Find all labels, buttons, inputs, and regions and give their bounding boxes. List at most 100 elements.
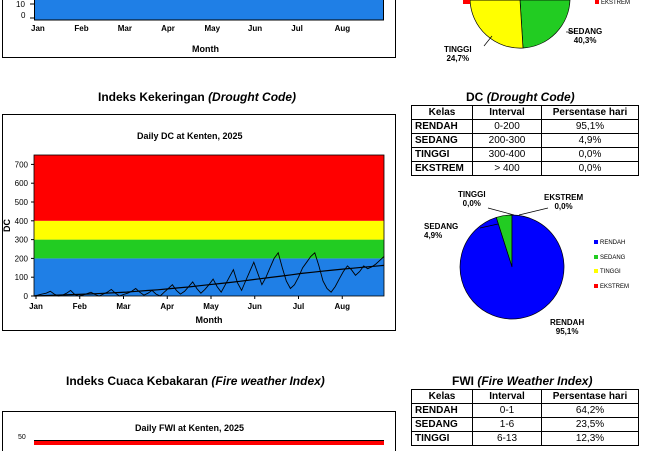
legend-swatch-yellow: [594, 269, 598, 274]
dc-table-title: DC (Drought Code): [466, 90, 575, 104]
top-pie-label-tinggi: TINGGI 24,7%: [444, 45, 472, 63]
fwi-row-kelas: RENDAH: [411, 403, 473, 418]
x-tick-label: Aug: [334, 24, 351, 33]
x-tick-label: Mar: [116, 302, 130, 311]
legend-label: EKSTREM: [600, 284, 630, 290]
x-tick-label: Feb: [74, 24, 89, 33]
legend-item: EKSTREM: [594, 283, 629, 291]
dc-th-kelas: Kelas: [411, 105, 473, 120]
legend-item: RENDAH: [594, 239, 625, 247]
fwi-ytick-50: 50: [18, 434, 26, 441]
dc-row-kelas: EKSTREM: [411, 161, 473, 176]
dc-table-header: Kelas Interval Persentase hari: [411, 105, 639, 120]
fwi-section-title-italic: (Fire weather Index): [211, 374, 325, 388]
fwi-th-persen: Persentase hari: [541, 389, 639, 404]
dc-row-interval: 200-300: [472, 133, 542, 148]
dc-xlabel: Month: [196, 315, 223, 325]
dc-row-persen: 0,0%: [541, 147, 639, 162]
dc-band-2: [34, 220, 384, 240]
dc-pie-label-rendah: RENDAH 95,1%: [550, 318, 584, 336]
fwi-row-persen: 12,3%: [541, 431, 639, 446]
x-tick-label: Jun: [248, 302, 262, 311]
dc-pie-sedang-pct: 4,9%: [424, 231, 443, 240]
fwi-table-title: FWI (Fire Weather Index): [452, 374, 592, 388]
dc-pie-label-ekstrem: EKSTREM 0,0%: [544, 193, 583, 211]
dc-chart-title: Daily DC at Kenten, 2025: [137, 131, 243, 141]
x-tick-label: Jan: [29, 302, 43, 311]
y-tick-label: 600: [15, 179, 29, 188]
x-tick-label: Feb: [73, 302, 87, 311]
table-row: RENDAH 0-200 95,1%: [411, 119, 639, 134]
dc-table-title-italic: (Drought Code): [486, 90, 575, 104]
y-tick-label: 200: [15, 254, 29, 263]
top-pie-slice-green: [519, 0, 571, 49]
dc-band-3: [34, 155, 384, 221]
dc-series-line-1: [33, 264, 385, 297]
fwi-row-kelas: SEDANG: [411, 417, 473, 432]
dc-row-interval: 300-400: [472, 147, 542, 162]
y-tick-label: 0: [24, 292, 29, 301]
dc-plot-border: [33, 154, 385, 297]
dc-section-title-italic: (Drought Code): [208, 90, 297, 104]
x-tick-label: Jan: [31, 24, 45, 33]
top-pie-label-sedang: SEDANG 40,3%: [568, 27, 602, 45]
dc-row-kelas: TINGGI: [411, 147, 473, 162]
table-row: SEDANG 200-300 4,9%: [411, 133, 639, 148]
legend-swatch-red: [595, 0, 599, 5]
dc-pie-rendah-pct: 95,1%: [555, 327, 579, 336]
table-row: EKSTREM > 400 0,0%: [411, 161, 639, 176]
dc-table-title-text: DC: [466, 90, 484, 104]
legend-swatch-red: [594, 284, 598, 289]
legend-label: SEDANG: [600, 255, 626, 261]
dc-th-interval: Interval: [472, 105, 542, 120]
x-tick-label: Aug: [334, 302, 350, 311]
dc-pie-tinggi-pct: 0,0%: [462, 199, 481, 208]
dc-row-persen: 0,0%: [541, 161, 639, 176]
fwi-row-interval: 1-6: [472, 417, 542, 432]
fwi-row-persen: 64,2%: [541, 403, 639, 418]
dc-section-title: Indeks Kekeringan (Drought Code): [98, 90, 296, 104]
x-tick-label: May: [203, 302, 219, 311]
fwi-table-header: Kelas Interval Persentase hari: [411, 389, 639, 404]
dc-th-persen: Persentase hari: [541, 105, 639, 120]
fwi-table-title-italic: (Fire Weather Index): [477, 374, 593, 388]
fwi-chart-title: Daily FWI at Kenten, 2025: [135, 423, 245, 433]
top-chart-axis: [30, 3, 384, 21]
dc-row-persen: 95,1%: [541, 119, 639, 134]
top-pie-legend-ekstrem: EKSTREM: [601, 0, 631, 6]
dc-section-title-text: Indeks Kekeringan: [98, 90, 205, 104]
top-chart-ytick-0: 0: [21, 11, 26, 20]
dc-pie-ekstrem-pct: 0,0%: [554, 202, 573, 211]
legend-item: TINGGI: [594, 268, 621, 276]
top-chart-plot: [34, 0, 384, 20]
table-row: RENDAH 0-1 64,2%: [411, 403, 639, 418]
legend-label: TINGGI: [600, 269, 621, 275]
fwi-row-interval: 6-13: [472, 431, 542, 446]
dc-row-persen: 4,9%: [541, 133, 639, 148]
top-pie-tinggi-pct: 24,7%: [446, 54, 470, 63]
y-tick-label: 500: [15, 198, 29, 207]
dc-pie-sedang-name: SEDANG: [424, 222, 459, 231]
fwi-plot-top-band: [34, 440, 384, 445]
dc-pie-ekstrem-name: EKSTREM: [544, 193, 584, 202]
y-tick-label: 300: [15, 236, 29, 245]
x-tick-label: Mar: [117, 24, 132, 33]
x-tick-label: May: [204, 24, 221, 33]
fwi-table-title-text: FWI: [452, 374, 474, 388]
fwi-section-title: Indeks Cuaca Kebakaran (Fire weather Ind…: [66, 374, 325, 388]
y-tick-label: 400: [15, 217, 29, 226]
dc-pie-leader-lines: [479, 207, 549, 229]
top-pie-sedang-name: SEDANG: [568, 27, 603, 36]
legend-label: RENDAH: [600, 240, 626, 246]
legend-swatch-blue: [594, 240, 598, 245]
fwi-section-title-text: Indeks Cuaca Kebakaran: [66, 374, 209, 388]
top-pie-tinggi-name: TINGGI: [444, 45, 472, 54]
top-chart-ytick: 10: [16, 0, 25, 9]
pie-slice-rendah: [459, 214, 565, 320]
x-tick-label: Jul: [291, 24, 303, 33]
dc-band-0: [34, 258, 384, 296]
table-row: TINGGI 300-400 0,0%: [411, 147, 639, 162]
dc-row-interval: > 400: [472, 161, 542, 176]
x-tick-label: Apr: [160, 302, 174, 311]
dc-pie-label-tinggi: TINGGI 0,0%: [458, 190, 486, 208]
